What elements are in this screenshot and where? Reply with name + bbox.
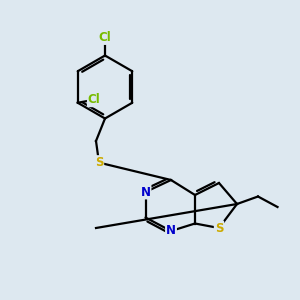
Text: S: S [95, 156, 103, 169]
Text: S: S [215, 221, 223, 235]
Text: Cl: Cl [99, 31, 111, 44]
Text: N: N [166, 224, 176, 238]
Text: Cl: Cl [88, 93, 100, 106]
Text: N: N [140, 185, 151, 199]
